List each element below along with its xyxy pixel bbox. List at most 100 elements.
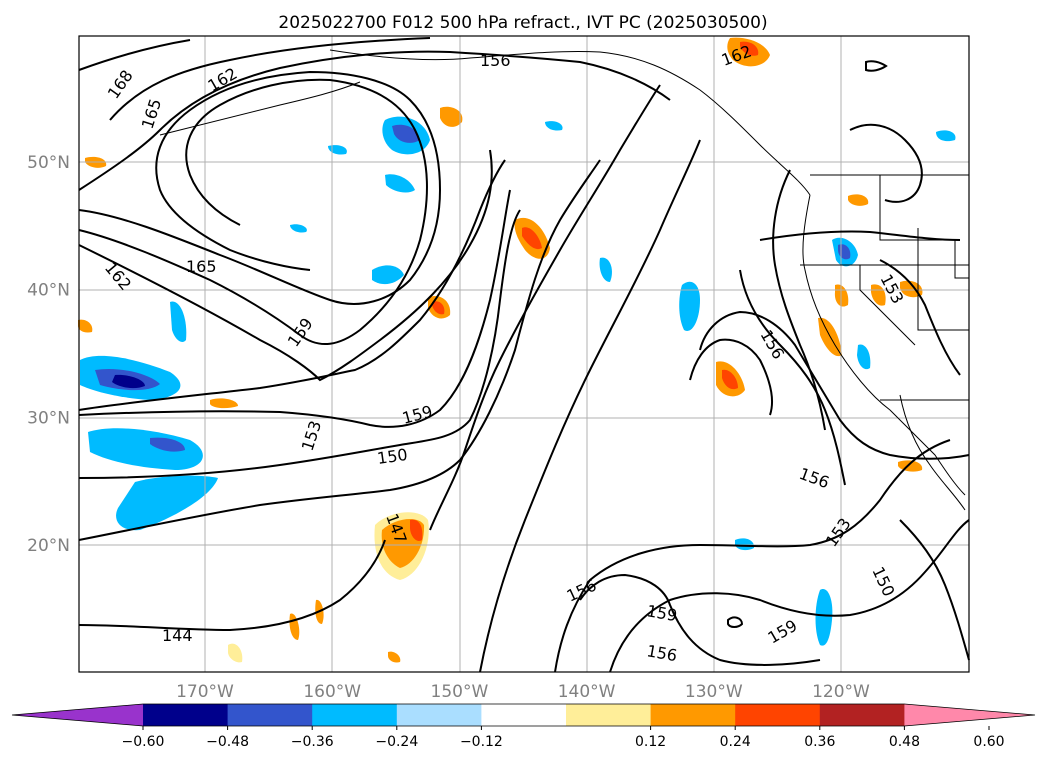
map-background	[79, 36, 969, 672]
lat-tick-label: 20°N	[27, 536, 70, 556]
shade-blob	[936, 130, 956, 142]
shade-blob	[372, 265, 404, 285]
contour-line	[78, 189, 511, 428]
contour-line	[879, 259, 961, 376]
lat-axis: 50°N 40°N 30°N 20°N	[27, 153, 70, 556]
shade-blob	[170, 301, 187, 342]
shade-blob	[815, 589, 833, 646]
contour-line	[739, 269, 846, 486]
lat-tick-label: 30°N	[27, 408, 70, 428]
shade-blob	[88, 428, 203, 470]
colorbar-segment	[396, 704, 482, 726]
shade-blob	[432, 301, 445, 315]
shade-blob	[900, 280, 923, 298]
shade-blob	[545, 121, 563, 131]
colorbar-tick-label: 0.36	[804, 734, 835, 750]
contour-line	[727, 616, 744, 628]
lon-tick-label: 150°W	[431, 682, 489, 702]
contour-line	[899, 519, 970, 661]
colorbar-segment	[566, 704, 652, 726]
contour-line	[78, 159, 601, 541]
contour-line	[689, 338, 773, 416]
contour-line	[554, 439, 951, 673]
contour-line	[609, 519, 970, 673]
colorbar-tick-label: 0.12	[635, 734, 666, 750]
contour-line	[78, 39, 191, 71]
colorbar-segment	[735, 704, 821, 726]
lon-tick-label: 140°W	[558, 682, 616, 702]
contour-line	[579, 573, 821, 666]
colorbar-segment	[819, 704, 905, 726]
contour-line	[78, 149, 493, 382]
lon-tick-label: 120°W	[812, 682, 870, 702]
lon-tick-label: 160°W	[303, 682, 361, 702]
colorbar: −0.60 −0.48 −0.36 −0.24 −0.12 0.12 0.24 0.36 0.4…	[11, 703, 1036, 750]
colorbar-tick-label: 0.48	[889, 734, 920, 750]
shade-blob	[679, 281, 700, 331]
contour-line	[78, 70, 442, 305]
lon-tick-label: 170°W	[176, 682, 234, 702]
shade-blob	[722, 369, 738, 390]
coastline-west-coast	[802, 194, 966, 496]
shade-blob	[392, 124, 420, 143]
colorbar-tick-label: −0.12	[460, 734, 503, 750]
lon-tick-label: 130°W	[685, 682, 743, 702]
contour-line	[759, 230, 961, 241]
contour-line	[78, 50, 671, 191]
contour-line	[78, 209, 521, 479]
colorbar-extend-high	[904, 704, 1035, 726]
border-ca-nv	[859, 265, 916, 346]
contour-label: 144	[162, 626, 193, 645]
coastlines	[159, 49, 969, 511]
map-panel: 168 165 162 156 165 162 159 153 159 150 …	[78, 35, 970, 673]
contour-label: 165	[186, 257, 217, 276]
lat-tick-label: 50°N	[27, 153, 70, 173]
shade-blob	[210, 398, 238, 409]
colorbar-tick-label: −0.48	[206, 734, 249, 750]
shade-blob	[522, 227, 542, 250]
colorbar-tick-label: −0.60	[122, 734, 165, 750]
shade-blob	[112, 374, 145, 389]
page-title: 2025022700 F012 500 hPa refract., IVT PC…	[278, 13, 767, 33]
contour-line	[849, 123, 923, 203]
colorbar-segment	[312, 704, 398, 726]
shade-blob	[440, 106, 463, 127]
shade-blob	[857, 344, 871, 370]
coastline-alaska	[329, 49, 811, 196]
colorbar-segment	[227, 704, 313, 726]
shade-blob	[848, 194, 869, 206]
border-nv-ut	[917, 228, 969, 331]
coastline-aleutians	[159, 81, 361, 136]
shade-blob	[599, 257, 612, 282]
colorbar-segment	[143, 704, 229, 726]
contour-line	[772, 169, 826, 431]
contour-line	[479, 139, 701, 673]
colorbar-tick-label: −0.36	[291, 734, 334, 750]
lon-axis: 170°W 160°W 150°W 140°W 130°W 120°W	[176, 682, 870, 702]
colorbar-tick-label: −0.24	[375, 734, 418, 750]
contour-line	[109, 37, 431, 121]
contour-label: 150	[376, 445, 409, 468]
contour-line	[78, 539, 386, 632]
shade-blob	[735, 538, 755, 551]
contour-line	[699, 310, 970, 460]
shade-blob	[290, 224, 307, 233]
shade-blob	[150, 437, 185, 452]
contour-label: 156	[480, 51, 511, 70]
colorbar-segment	[650, 704, 736, 726]
colorbar-extend-low	[12, 704, 143, 726]
contour-line	[78, 78, 428, 346]
contour-line	[78, 159, 506, 411]
shade-blob	[385, 174, 415, 193]
shade-blob	[328, 145, 347, 155]
shade-blob	[116, 475, 218, 531]
shading-layer	[78, 37, 956, 663]
shade-blob	[388, 651, 401, 663]
shade-blob	[740, 41, 759, 56]
shade-blob	[228, 643, 243, 663]
contour-line	[429, 84, 661, 531]
contour-lines	[78, 37, 970, 673]
contour-line	[865, 60, 888, 72]
shade-blob	[78, 319, 93, 333]
